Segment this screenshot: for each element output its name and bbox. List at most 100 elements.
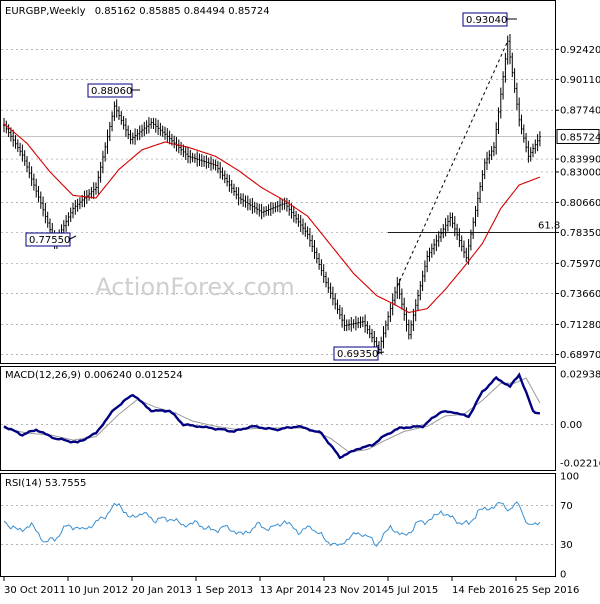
rsi-tick-label: 100: [560, 472, 579, 483]
macd-panel-frame: [0, 366, 556, 471]
price-bar: [76, 198, 79, 212]
price-bar: [42, 196, 45, 217]
price-bar: [32, 173, 35, 191]
price-tick-label: 0.80660: [560, 198, 600, 209]
price-bar: [325, 271, 327, 288]
price-bar: [230, 179, 233, 194]
fibonacci-label: 61.8: [538, 220, 560, 231]
price-bar: [352, 319, 355, 329]
price-tick-label: 0.90110: [560, 75, 600, 86]
price-bar: [407, 319, 410, 340]
price-bar: [124, 118, 127, 137]
price-bar: [83, 190, 86, 208]
price-bar: [322, 264, 325, 283]
price-bar: [440, 228, 442, 242]
price-bar: [90, 186, 93, 199]
price-tick-label: 0.68970: [560, 350, 600, 361]
price-bar: [161, 125, 164, 137]
price-bar: [295, 210, 298, 224]
price-bar: [143, 121, 146, 137]
price-bar: [203, 155, 206, 167]
price-tick-label: 0.73660: [560, 289, 600, 300]
price-bar: [246, 195, 249, 211]
price-bar: [281, 198, 284, 211]
price-bar: [111, 111, 114, 132]
price-bar: [444, 218, 447, 237]
price-bar: [292, 205, 295, 223]
price-bar: [30, 166, 33, 186]
price-bar: [453, 216, 456, 237]
fibonacci-level: 61.8: [388, 220, 560, 233]
price-bar: [28, 161, 31, 179]
rsi-axis: 100 70 30 0: [560, 472, 579, 581]
annotation-leader: [69, 235, 77, 240]
price-bar: [446, 215, 449, 232]
price-bar: [536, 134, 539, 152]
price-bar: [442, 224, 445, 239]
price-bar: [426, 250, 429, 273]
price-bars: [3, 34, 541, 355]
price-bar: [168, 130, 171, 145]
price-bar: [509, 34, 511, 65]
price-bar: [529, 147, 532, 162]
price-bar: [78, 197, 81, 210]
annotation-text: 0.88060: [91, 86, 132, 97]
annotation-leader: [377, 351, 385, 354]
price-bar: [460, 235, 463, 252]
price-bar: [371, 328, 373, 343]
price-bar: [532, 143, 534, 158]
price-bar: [249, 198, 252, 211]
price-bar: [260, 203, 263, 220]
price-bar: [451, 212, 454, 229]
annotation-peak-2013: 0.88060: [87, 83, 140, 98]
price-bar: [285, 197, 288, 212]
price-bar: [244, 195, 247, 208]
price-tick-label: 0.83000: [560, 167, 600, 178]
price-bar: [394, 286, 396, 306]
price-bar: [304, 222, 307, 237]
price-bar: [511, 52, 514, 78]
price-bar: [525, 132, 528, 153]
price-bar: [253, 201, 256, 213]
price-bar: [354, 316, 357, 331]
price-bar: [7, 124, 10, 138]
price-bar: [164, 126, 166, 140]
time-tick-label: 13 Apr 2014: [260, 585, 322, 596]
price-bar: [104, 142, 107, 162]
price-bar: [315, 247, 318, 264]
price-bar: [237, 187, 240, 206]
price-bar: [488, 150, 491, 164]
price-bar: [518, 97, 521, 127]
price-bar: [465, 247, 468, 263]
price-bar: [387, 311, 390, 331]
price-bar: [412, 308, 415, 332]
price-bar: [35, 178, 38, 198]
price-bar: [368, 325, 371, 339]
price-bar: [205, 155, 208, 169]
annotation-trough-2015: 0.69350: [333, 346, 385, 361]
price-bar: [113, 101, 116, 121]
price-bar: [343, 314, 346, 332]
price-bar: [223, 170, 226, 184]
price-bar: [463, 240, 465, 258]
annotation-text: 0.69350: [337, 349, 378, 360]
price-bar: [134, 128, 137, 145]
price-bar: [348, 319, 350, 331]
price-bar: [313, 240, 316, 259]
price-bar: [221, 167, 224, 180]
price-bar: [67, 212, 70, 227]
price-bar: [120, 111, 123, 125]
price-bar: [228, 174, 231, 192]
price-bar: [196, 151, 199, 167]
price-tick-label: 0.87740: [560, 106, 600, 117]
annotation-trough-2012: 0.77550: [25, 232, 77, 247]
time-tick-label: 10 Jun 2012: [68, 585, 128, 596]
annotation-text: 0.93040: [466, 15, 507, 26]
time-tick-label: 14 Feb 2016: [452, 585, 514, 596]
price-bar: [403, 297, 406, 321]
price-bar: [490, 146, 493, 161]
price-bar: [226, 173, 229, 187]
chart-title-symbol: EURGBP,Weekly: [5, 6, 86, 17]
price-bar: [417, 289, 419, 312]
